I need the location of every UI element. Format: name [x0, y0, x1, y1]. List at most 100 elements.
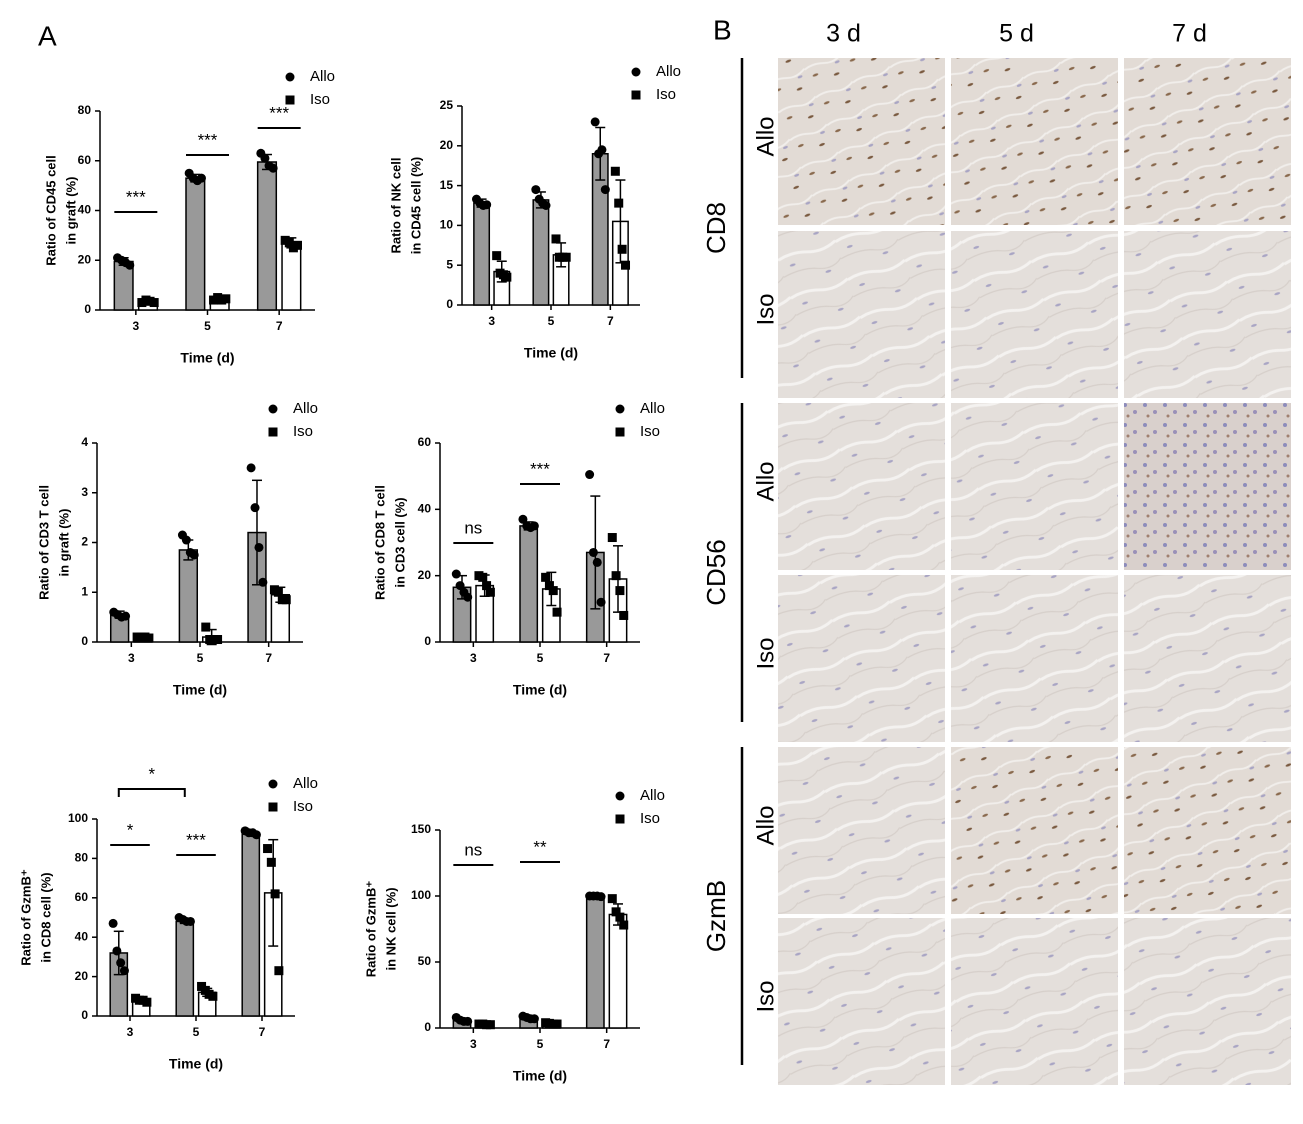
panel-label: A [38, 20, 57, 51]
group-label: Allo [752, 461, 779, 501]
x-tick-label: 3 [470, 1037, 477, 1051]
x-tick-label: 7 [259, 1025, 266, 1039]
x-tick-label: 7 [603, 651, 610, 665]
data-point [142, 997, 152, 1007]
data-point [485, 1020, 495, 1030]
data-point [273, 587, 283, 597]
y-tick-label: 0 [424, 634, 431, 648]
data-point [607, 533, 617, 543]
y-axis-label: Ratio of GzmB⁺ [18, 869, 33, 966]
data-point [266, 857, 276, 867]
histology-image [1124, 575, 1291, 742]
bar [256, 161, 278, 311]
x-tick-label: 5 [204, 319, 211, 333]
x-axis-label: Time (d) [524, 345, 578, 361]
legend-marker [268, 404, 278, 414]
histology-image [1124, 58, 1291, 225]
y-tick-label: 50 [418, 954, 432, 968]
data-point [268, 163, 278, 173]
significance-label: *** [186, 830, 206, 849]
y-tick-label: 0 [424, 1020, 431, 1034]
histology-image [778, 403, 945, 570]
data-point [258, 577, 268, 587]
y-axis-label: in CD3 cell (%) [392, 497, 407, 587]
y-tick-label: 5 [446, 257, 453, 271]
y-tick-label: 20 [75, 969, 89, 983]
data-point [518, 514, 528, 524]
significance-label: *** [126, 187, 146, 206]
y-tick-label: 100 [68, 811, 88, 825]
significance-label: ns [464, 840, 482, 859]
x-axis-label: Time (d) [513, 1068, 567, 1084]
data-point [284, 238, 294, 248]
legend-label: Iso [293, 423, 313, 440]
legend-marker [631, 90, 641, 100]
data-point [292, 240, 302, 250]
bar [281, 242, 302, 311]
histology-image [778, 231, 945, 398]
histology-image [1124, 231, 1291, 398]
histology-image [951, 575, 1118, 742]
data-point [463, 592, 473, 602]
y-axis-label: in CD8 cell (%) [38, 872, 53, 962]
stain-label: CD56 [701, 539, 731, 605]
y-tick-label: 0 [81, 1008, 88, 1022]
data-point [617, 244, 627, 254]
y-tick-label: 0 [84, 302, 91, 316]
data-point [482, 581, 492, 591]
legend-label: Allo [640, 787, 665, 804]
y-tick-label: 0 [446, 297, 453, 311]
y-tick-label: 60 [75, 890, 89, 904]
y-axis-label: Ratio of CD8 T cell [372, 485, 387, 600]
column-label: 3 d [826, 20, 861, 48]
bar [473, 202, 491, 306]
data-point [597, 145, 607, 155]
x-axis-label: Time (d) [513, 682, 567, 698]
data-point [185, 916, 195, 926]
stain-label: GzmB [701, 880, 731, 952]
data-point [611, 571, 621, 581]
y-tick-label: 100 [411, 888, 431, 902]
legend-marker [285, 72, 295, 82]
legend-label: Iso [640, 423, 660, 440]
x-tick-label: 3 [128, 651, 135, 665]
data-point [588, 547, 598, 557]
legend-marker [268, 802, 278, 812]
data-point [619, 610, 629, 620]
data-point [144, 633, 154, 643]
x-tick-label: 7 [603, 1037, 610, 1051]
y-tick-label: 4 [81, 435, 88, 449]
histology-image [1124, 403, 1291, 570]
bar [241, 832, 261, 1017]
bar [178, 549, 199, 643]
data-point [615, 586, 625, 596]
y-axis-label: in NK cell (%) [383, 887, 398, 970]
y-tick-label: 80 [75, 851, 89, 865]
data-point [274, 966, 284, 976]
data-point [455, 581, 465, 591]
x-tick-label: 7 [276, 319, 283, 333]
data-point [254, 542, 264, 552]
significance-bracket [117, 788, 186, 797]
group-label: Iso [752, 293, 779, 325]
data-point [181, 535, 191, 545]
x-tick-label: 3 [470, 651, 477, 665]
y-tick-label: 80 [78, 103, 92, 117]
data-point [592, 557, 602, 567]
y-tick-label: 1 [81, 584, 88, 598]
data-point [463, 1016, 473, 1026]
x-axis-label: Time (d) [180, 350, 234, 366]
data-point [213, 635, 223, 645]
data-point [551, 234, 561, 244]
data-point [250, 503, 260, 513]
y-tick-label: 40 [78, 203, 92, 217]
x-axis-label: Time (d) [169, 1056, 223, 1072]
y-tick-label: 60 [418, 435, 432, 449]
data-point [529, 521, 539, 531]
significance-label: * [148, 764, 155, 783]
x-tick-label: 3 [127, 1025, 134, 1039]
data-point [552, 607, 562, 617]
data-point [149, 298, 159, 308]
column-label: 5 d [999, 20, 1034, 48]
